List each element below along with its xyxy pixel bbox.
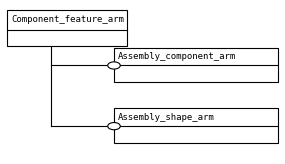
- Text: Assembly_component_arm: Assembly_component_arm: [118, 52, 237, 61]
- Bar: [114, 48, 278, 82]
- Bar: [7, 10, 127, 46]
- Circle shape: [108, 62, 120, 69]
- Text: Assembly_shape_arm: Assembly_shape_arm: [118, 113, 215, 122]
- Bar: [114, 108, 278, 143]
- Text: Component_feature_arm: Component_feature_arm: [11, 15, 124, 24]
- Circle shape: [108, 123, 120, 130]
